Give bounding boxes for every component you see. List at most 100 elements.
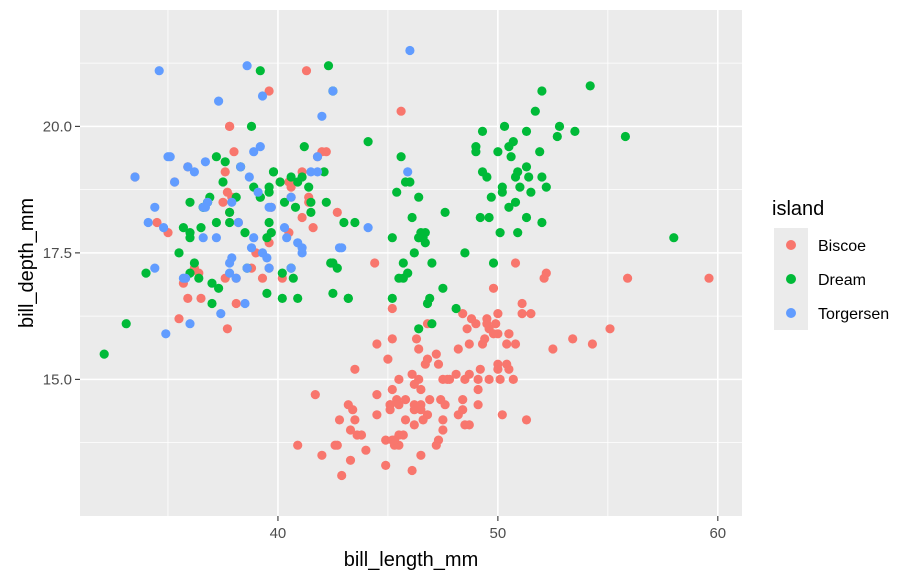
- data-point: [416, 450, 426, 460]
- data-point: [409, 248, 419, 258]
- data-point: [526, 309, 536, 319]
- data-point: [385, 405, 395, 415]
- data-point: [387, 303, 397, 314]
- data-point: [220, 167, 230, 177]
- data-point: [286, 172, 296, 182]
- data-point: [268, 167, 279, 177]
- data-point: [387, 435, 397, 445]
- data-point: [183, 162, 193, 172]
- data-point: [297, 212, 307, 223]
- data-point: [414, 374, 424, 384]
- data-point: [293, 238, 303, 248]
- data-point: [414, 324, 424, 334]
- data-point: [178, 273, 188, 283]
- data-point: [427, 319, 437, 329]
- data-point: [356, 430, 367, 440]
- data-point: [185, 197, 195, 207]
- data-point: [350, 415, 360, 425]
- data-point: [130, 172, 140, 182]
- data-point: [488, 283, 499, 293]
- data-point: [506, 152, 516, 162]
- data-point: [585, 81, 595, 91]
- series-torgersen: [130, 45, 415, 339]
- data-point: [409, 405, 419, 415]
- data-point: [288, 273, 298, 283]
- data-point: [264, 217, 274, 228]
- data-point: [398, 258, 408, 268]
- data-point: [491, 319, 501, 329]
- data-point: [253, 187, 263, 197]
- data-point: [279, 197, 290, 207]
- data-point: [414, 233, 424, 243]
- data-point: [521, 415, 532, 425]
- y-tick-label: 15.0: [43, 371, 72, 388]
- data-point: [321, 147, 331, 157]
- data-point: [587, 339, 598, 349]
- data-point: [400, 395, 411, 405]
- data-point: [515, 182, 525, 192]
- data-point: [431, 349, 441, 359]
- data-point: [372, 390, 382, 400]
- data-point: [669, 233, 679, 243]
- data-point: [521, 162, 532, 172]
- data-point: [510, 339, 521, 349]
- legend-title: island: [772, 198, 824, 220]
- data-point: [152, 217, 162, 228]
- data-point: [440, 207, 450, 217]
- data-point: [394, 374, 404, 384]
- data-point: [141, 268, 151, 278]
- data-point: [225, 217, 235, 228]
- data-point: [297, 172, 307, 182]
- x-axis-title: bill_length_mm: [344, 549, 479, 571]
- data-point: [411, 334, 422, 344]
- legend: island Biscoe Dream Torgersen: [772, 198, 889, 330]
- data-point: [185, 319, 195, 329]
- data-point: [537, 217, 547, 228]
- data-point: [521, 212, 532, 223]
- data-point: [174, 314, 184, 324]
- data-point: [174, 248, 184, 258]
- data-point: [99, 349, 109, 359]
- data-point: [473, 374, 483, 384]
- data-point: [297, 248, 307, 258]
- data-point: [225, 121, 235, 131]
- x-tick-label: 40: [270, 525, 287, 542]
- data-point: [493, 359, 503, 369]
- data-point: [343, 293, 353, 303]
- data-point: [317, 111, 327, 121]
- data-point: [229, 147, 239, 157]
- legend-items: Biscoe Dream Torgersen: [786, 238, 889, 323]
- data-point: [484, 374, 494, 384]
- data-point: [143, 217, 153, 228]
- data-point: [150, 202, 160, 212]
- data-point: [306, 167, 316, 177]
- data-point: [392, 187, 402, 197]
- y-axis-title: bill_depth_mm: [16, 198, 38, 328]
- data-point: [216, 309, 226, 319]
- data-point: [407, 212, 417, 223]
- data-point: [350, 217, 360, 228]
- data-point: [508, 374, 518, 384]
- data-point: [460, 248, 470, 258]
- data-point: [332, 207, 342, 217]
- data-point: [568, 334, 578, 344]
- data-point: [383, 354, 393, 364]
- data-point: [396, 106, 406, 116]
- data-point: [264, 187, 274, 197]
- data-point: [257, 273, 268, 283]
- data-point: [396, 152, 406, 162]
- x-tick-label: 60: [709, 525, 726, 542]
- data-point: [508, 137, 518, 147]
- y-tick-label: 20.0: [43, 118, 72, 135]
- x-tick-label: 50: [490, 525, 507, 542]
- data-point: [458, 309, 468, 319]
- data-point: [480, 334, 490, 344]
- data-point: [387, 334, 397, 344]
- data-point: [405, 45, 415, 56]
- data-point: [537, 172, 547, 182]
- data-point: [460, 374, 470, 384]
- data-point: [488, 258, 499, 268]
- data-point: [198, 233, 208, 243]
- data-point: [214, 283, 224, 293]
